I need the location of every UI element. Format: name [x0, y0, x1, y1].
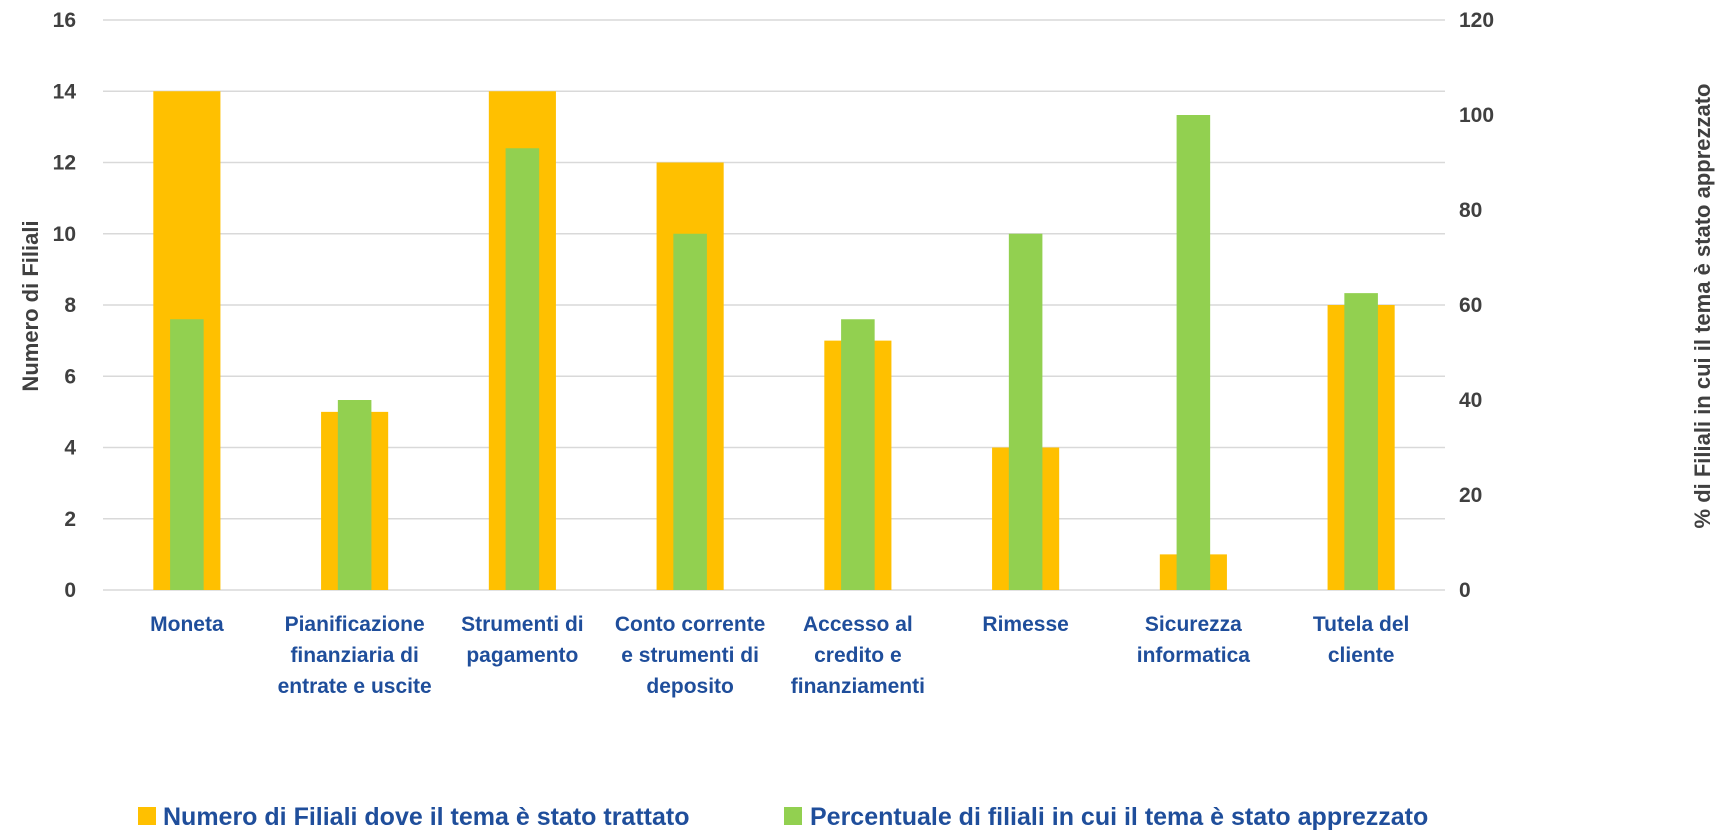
legend-label-series-0: Numero di Filiali dove il tema è stato t… [163, 803, 690, 831]
y2-tick-label: 120 [1459, 9, 1494, 32]
left-axis-ticks: 0 2 4 6 8 10 12 14 16 [53, 9, 77, 602]
y2-tick-label: 60 [1459, 294, 1482, 317]
x-tick-label: Rimesse [982, 613, 1068, 636]
y2-tick-label: 0 [1459, 579, 1471, 602]
right-axis-ticks: 0 20 40 60 80 100 120 [1459, 9, 1494, 602]
bar-series-1 [673, 233, 707, 590]
y-tick-label: 0 [64, 579, 76, 602]
x-tick-label: Moneta [150, 613, 224, 636]
bar-series-1 [505, 148, 540, 590]
bar-series-1 [1344, 293, 1378, 590]
x-tick-label: Pianificazione finanziaria di entrate e us… [278, 613, 432, 698]
y-tick-label: 8 [64, 294, 76, 317]
y-axis-title: Numero di Filiali [18, 220, 43, 391]
y-tick-label: 6 [64, 365, 76, 388]
y-tick-label: 12 [53, 152, 76, 175]
y-tick-label: 16 [53, 9, 76, 32]
legend-label-series-1: Percentuale di filiali in cui il tema è … [810, 803, 1428, 831]
legend-swatch-series-0 [138, 807, 156, 825]
y2-tick-label: 80 [1459, 199, 1482, 222]
y-tick-label: 4 [64, 437, 76, 460]
y2-tick-label: 100 [1459, 104, 1494, 127]
x-tick-label: Conto corrente e strumenti di deposito [615, 613, 766, 698]
gridlines [103, 19, 1445, 591]
y2-tick-label: 40 [1459, 389, 1482, 412]
x-tick-label: Sicurezza informatica [1137, 613, 1251, 667]
y2-tick-label: 20 [1459, 484, 1482, 507]
y-tick-label: 14 [53, 80, 77, 103]
bar-series-1 [170, 319, 204, 590]
y-tick-label: 10 [53, 223, 76, 246]
category-labels: Moneta Pianificazione finanziaria di entrat… [150, 613, 1409, 698]
legend-swatch-series-1 [784, 807, 802, 825]
x-tick-label: Tutela del cliente [1313, 613, 1409, 667]
bar-series-1 [841, 319, 875, 590]
legend: Numero di Filiali dove il tema è stato t… [138, 803, 1428, 831]
bar-series-1 [337, 400, 372, 590]
secondary-bars [170, 115, 1378, 590]
y2-axis-title: % di Filiali in cui il tema è stato appr… [1690, 84, 1715, 529]
bar-series-1 [1176, 115, 1211, 590]
y-tick-label: 2 [64, 508, 76, 531]
x-tick-label: Strumenti di pagamento [461, 613, 584, 667]
x-tick-label: Accesso al credito e finanziamenti [791, 613, 925, 698]
bar-series-1 [1008, 233, 1043, 590]
